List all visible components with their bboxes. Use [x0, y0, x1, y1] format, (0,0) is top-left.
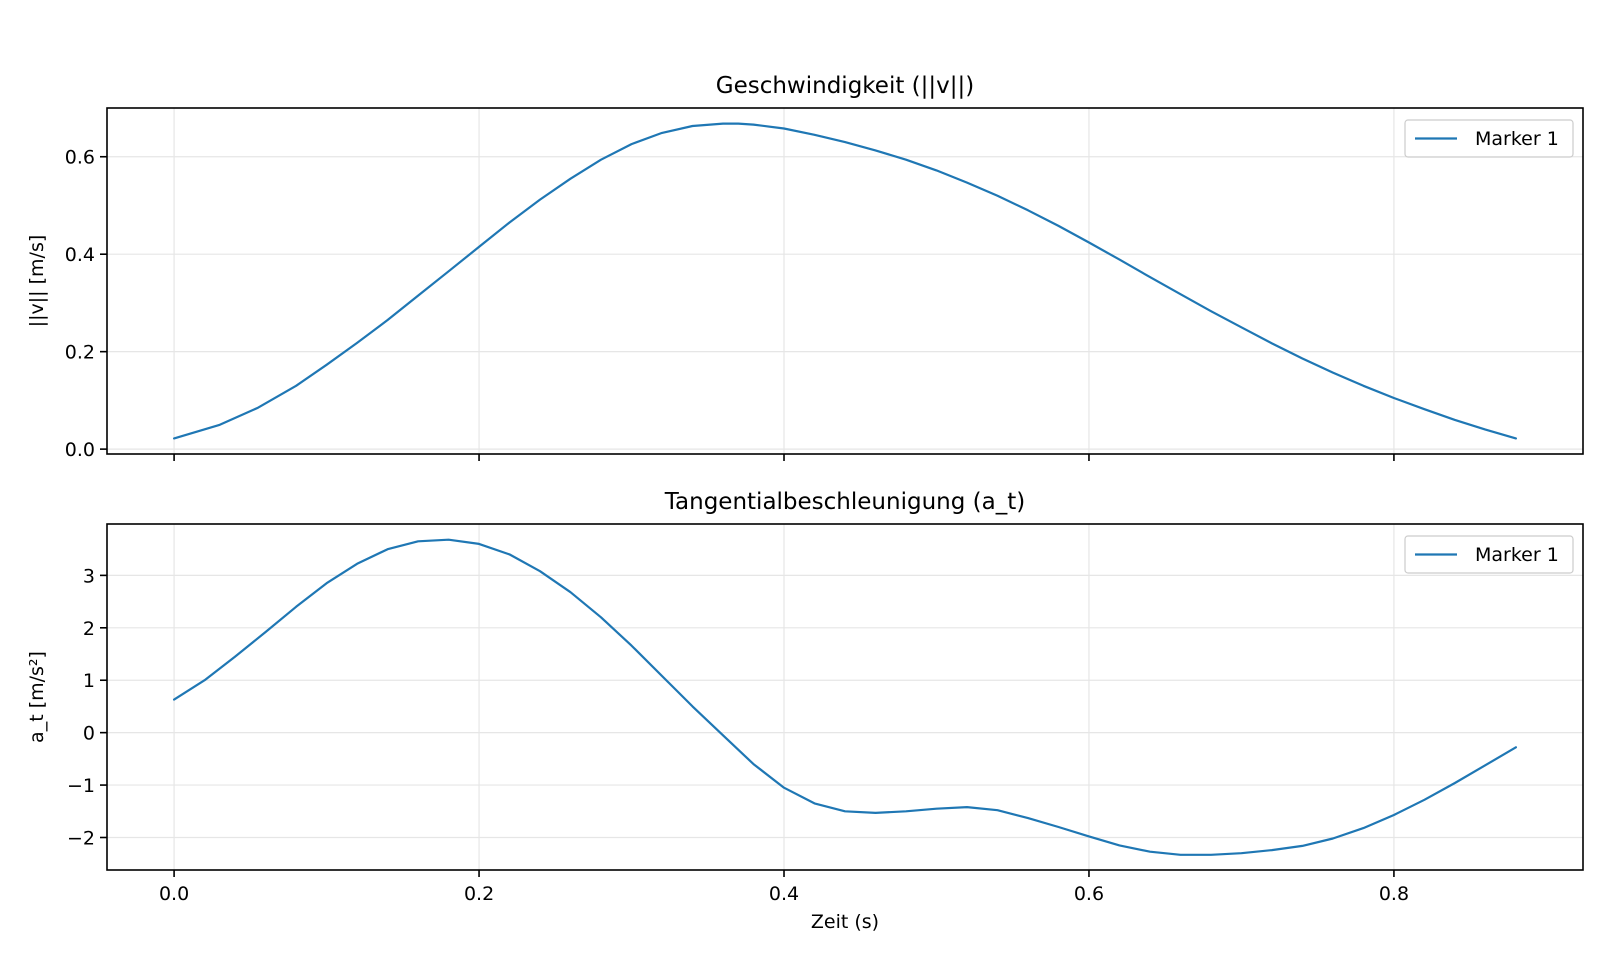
y-tick-label: 0 — [83, 723, 95, 745]
acceleration-panel: 0.0 0.2 0.4 0.6 0.8 −2 −1 0 1 2 3 Tangentialbeschle… — [26, 489, 1584, 933]
y-tick-label: 0.2 — [65, 342, 95, 364]
y-tick-label: 2 — [83, 618, 95, 640]
velocity-panel: 0.0 0.2 0.4 0.6 Geschwindigkeit (||v||) ||v||… — [26, 73, 1584, 461]
y-tick-label: 1 — [83, 670, 95, 692]
x-tick-label: 0.4 — [769, 883, 799, 905]
y-axis-label: ||v|| [m/s] — [26, 235, 48, 328]
legend: Marker 1 — [1404, 119, 1574, 158]
axes-frame — [106, 107, 1584, 455]
y-axis-label: a_t [m/s²] — [26, 651, 48, 743]
y-tick-label: 0.0 — [65, 439, 95, 461]
y-tick-label: 0.4 — [65, 244, 95, 266]
legend-label: Marker 1 — [1475, 544, 1559, 566]
chart-title: Geschwindigkeit (||v||) — [716, 73, 974, 99]
y-tick-label: 3 — [83, 565, 95, 587]
y-tick-label: −2 — [67, 827, 95, 849]
y-tick-label: 0.6 — [65, 147, 95, 169]
chart-title: Tangentialbeschleunigung (a_t) — [664, 489, 1025, 515]
x-axis-label: Zeit (s) — [811, 911, 879, 933]
x-tick-label: 0.0 — [159, 883, 189, 905]
x-tick-label: 0.2 — [464, 883, 494, 905]
legend-label: Marker 1 — [1475, 128, 1559, 150]
series-line-marker-1 — [173, 538, 1517, 856]
legend-box — [1404, 119, 1574, 158]
x-tick-label: 0.6 — [1074, 883, 1104, 905]
series-line-marker-1 — [173, 122, 1517, 440]
legend: Marker 1 — [1404, 535, 1574, 574]
y-tick-label: −1 — [67, 775, 95, 797]
axes-frame — [106, 523, 1584, 871]
legend-box — [1404, 535, 1574, 574]
x-tick-label: 0.8 — [1379, 883, 1409, 905]
